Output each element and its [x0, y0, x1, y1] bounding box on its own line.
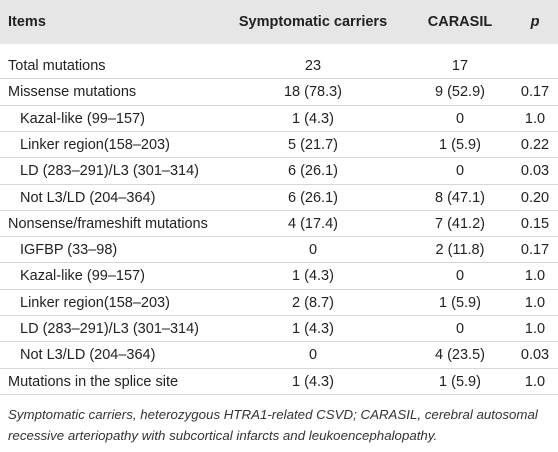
cell-value: 1.0	[524, 373, 546, 390]
row-separator	[0, 368, 558, 369]
cell-value: 0	[455, 163, 465, 180]
cell-value: 2 (8.7)	[292, 294, 334, 311]
cell-value: 1.0	[524, 294, 546, 311]
cell-value: 6 (26.1)	[288, 163, 338, 180]
cell-value: 1.0	[524, 321, 546, 337]
cell-value: 8 (47.1)	[435, 189, 485, 206]
cell-value: 1.0	[524, 268, 546, 285]
row-label: Total mutations	[8, 58, 106, 74]
row-label: Missense mutations	[8, 84, 137, 101]
row-separator	[0, 184, 558, 185]
cell-value: 0.03	[520, 163, 550, 180]
row-label: LD (283–291)/L3 (301–314)	[20, 321, 199, 337]
column-header: p	[530, 14, 540, 30]
cell-value: 0.15	[520, 215, 550, 232]
cell-value: 5 (21.7)	[288, 136, 338, 153]
cell-value: 4 (17.4)	[288, 215, 338, 232]
cell-value: 0.20	[520, 189, 550, 206]
row-label: LD (283–291)/L3 (301–314)	[20, 163, 199, 180]
cell-value: 4 (23.5)	[435, 347, 485, 364]
cell-value: 0.22	[520, 136, 550, 153]
cell-value: 0	[455, 110, 465, 127]
cell-value: 0.17	[520, 84, 550, 101]
cell-value: 1 (4.3)	[292, 268, 334, 285]
cell-value: 23	[304, 58, 322, 74]
row-separator	[0, 78, 558, 79]
row-separator	[0, 262, 558, 263]
row-label: Not L3/LD (204–364)	[20, 189, 156, 206]
cell-value: 1 (5.9)	[439, 373, 481, 390]
cell-value: 18 (78.3)	[283, 84, 343, 101]
row-separator	[0, 341, 558, 342]
row-separator	[0, 210, 558, 211]
row-label: Not L3/LD (204–364)	[20, 347, 156, 364]
cell-value: 7 (41.2)	[435, 215, 485, 232]
row-label: Linker region(158–203)	[20, 294, 170, 311]
cell-value: 1 (4.3)	[292, 321, 334, 337]
header-background	[0, 0, 558, 44]
footnote: Symptomatic carriers, heterozygous HTRA1…	[8, 407, 538, 443]
cell-value: 0	[455, 268, 465, 285]
cell-value: 1.0	[524, 110, 546, 127]
cell-value: 1 (4.3)	[292, 373, 334, 390]
cell-value: 1 (4.3)	[292, 110, 334, 127]
cell-value: 1 (5.9)	[439, 136, 481, 153]
row-label: Mutations in the splice site	[8, 373, 179, 390]
row-separator	[0, 315, 558, 316]
cell-value: 0	[308, 242, 318, 259]
cell-value: 0.17	[520, 242, 550, 259]
column-header: Items	[8, 14, 46, 30]
row-label: Kazal-like (99–157)	[20, 110, 145, 127]
row-label: Linker region(158–203)	[20, 136, 170, 153]
cell-value: 1 (5.9)	[439, 294, 481, 311]
row-separator	[0, 394, 558, 395]
row-separator	[0, 131, 558, 132]
column-header: CARASIL	[427, 14, 493, 30]
column-header: Symptomatic carriers	[238, 14, 388, 30]
row-label: Nonsense/frameshift mutations	[8, 215, 208, 232]
row-separator	[0, 105, 558, 106]
cell-value: 6 (26.1)	[288, 189, 338, 206]
cell-value: 9 (52.9)	[435, 84, 485, 101]
row-label: IGFBP (33–98)	[20, 242, 118, 259]
cell-value: 2 (11.8)	[435, 242, 485, 259]
row-separator	[0, 236, 558, 237]
cell-value: 0.03	[520, 347, 550, 364]
row-label: Kazal-like (99–157)	[20, 268, 145, 285]
row-separator	[0, 289, 558, 290]
cell-value: 17	[451, 58, 469, 74]
row-separator	[0, 157, 558, 158]
cell-value: 0	[455, 321, 465, 337]
cell-value: 0	[308, 347, 318, 364]
